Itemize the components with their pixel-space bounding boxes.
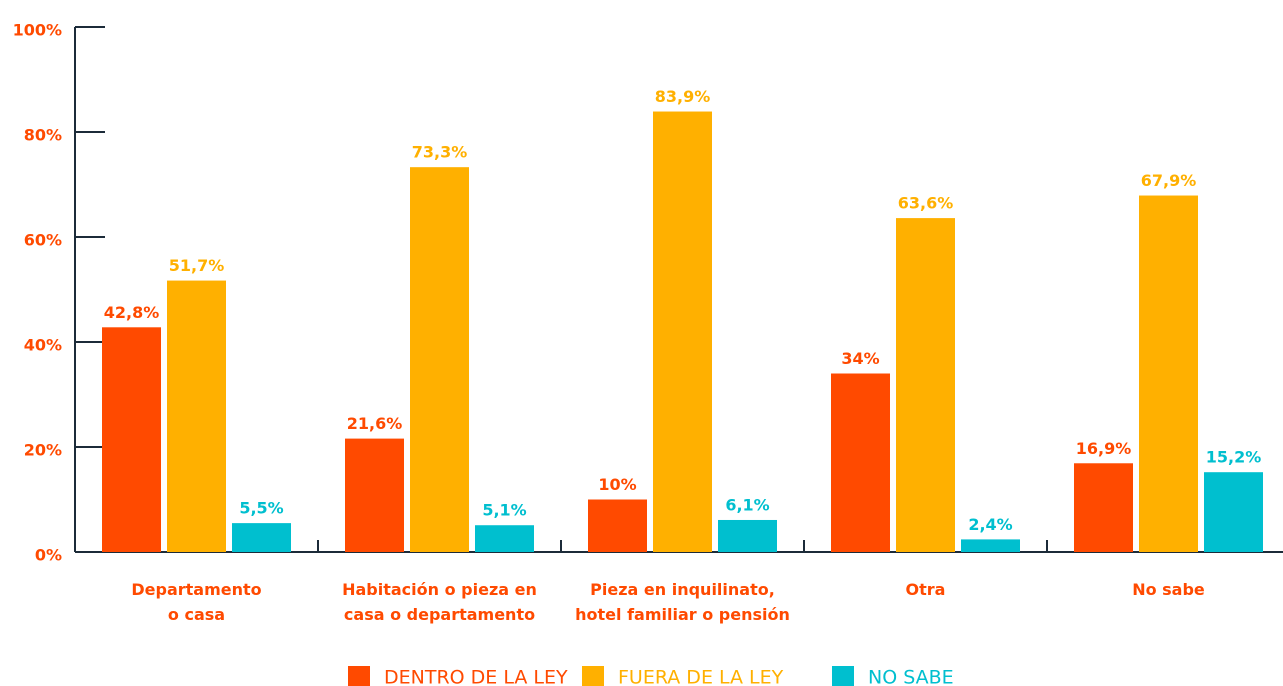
y-tick-label: 60% — [24, 231, 62, 250]
value-label: 21,6% — [347, 414, 403, 433]
value-label: 42,8% — [104, 303, 160, 322]
bar — [831, 373, 890, 552]
value-label: 83,9% — [655, 87, 711, 106]
bar — [102, 327, 161, 552]
y-tick-label: 20% — [24, 441, 62, 460]
bar — [961, 539, 1020, 552]
y-tick-label: 0% — [35, 546, 62, 565]
x-tick-label: Otra — [906, 580, 946, 599]
x-tick-label: Habitación o pieza en casa o departamento — [342, 580, 537, 624]
x-tick-label: No sabe — [1132, 580, 1205, 599]
value-label: 16,9% — [1076, 439, 1132, 458]
bar — [1074, 463, 1133, 552]
y-tick-label: 40% — [24, 336, 62, 355]
x-tick-label: Departamento o casa — [131, 580, 261, 624]
value-label: 51,7% — [169, 256, 225, 275]
value-label: 10% — [598, 475, 636, 494]
legend-marker — [582, 666, 604, 686]
bar — [1204, 472, 1263, 552]
bar — [588, 499, 647, 552]
bar — [410, 167, 469, 553]
y-tick-label: 100% — [13, 21, 62, 40]
bar — [653, 111, 712, 553]
bar — [896, 218, 955, 552]
legend-marker — [832, 666, 854, 686]
value-label: 63,6% — [898, 194, 954, 213]
bar — [345, 438, 404, 552]
bar — [232, 523, 291, 552]
legend-label: DENTRO DE LA LEY — [384, 667, 568, 686]
legend-marker — [348, 666, 370, 686]
value-label: 73,3% — [412, 143, 468, 162]
legend-label: NO SABE — [868, 667, 954, 686]
bar — [718, 519, 777, 552]
value-label: 5,5% — [239, 499, 283, 518]
value-label: 15,2% — [1206, 448, 1262, 467]
value-label: 34% — [841, 349, 879, 368]
value-label: 67,9% — [1141, 171, 1197, 190]
x-tick-label: Pieza en inquilinato, hotel familiar o pe… — [575, 580, 790, 624]
value-label: 2,4% — [968, 515, 1012, 534]
y-tick-label: 80% — [24, 126, 62, 145]
bar — [475, 525, 534, 552]
value-label: 5,1% — [482, 501, 526, 520]
bar — [167, 280, 226, 552]
legend-label: FUERA DE LA LEY — [618, 667, 784, 686]
value-label: 6,1% — [725, 495, 769, 514]
bar — [1139, 195, 1198, 552]
